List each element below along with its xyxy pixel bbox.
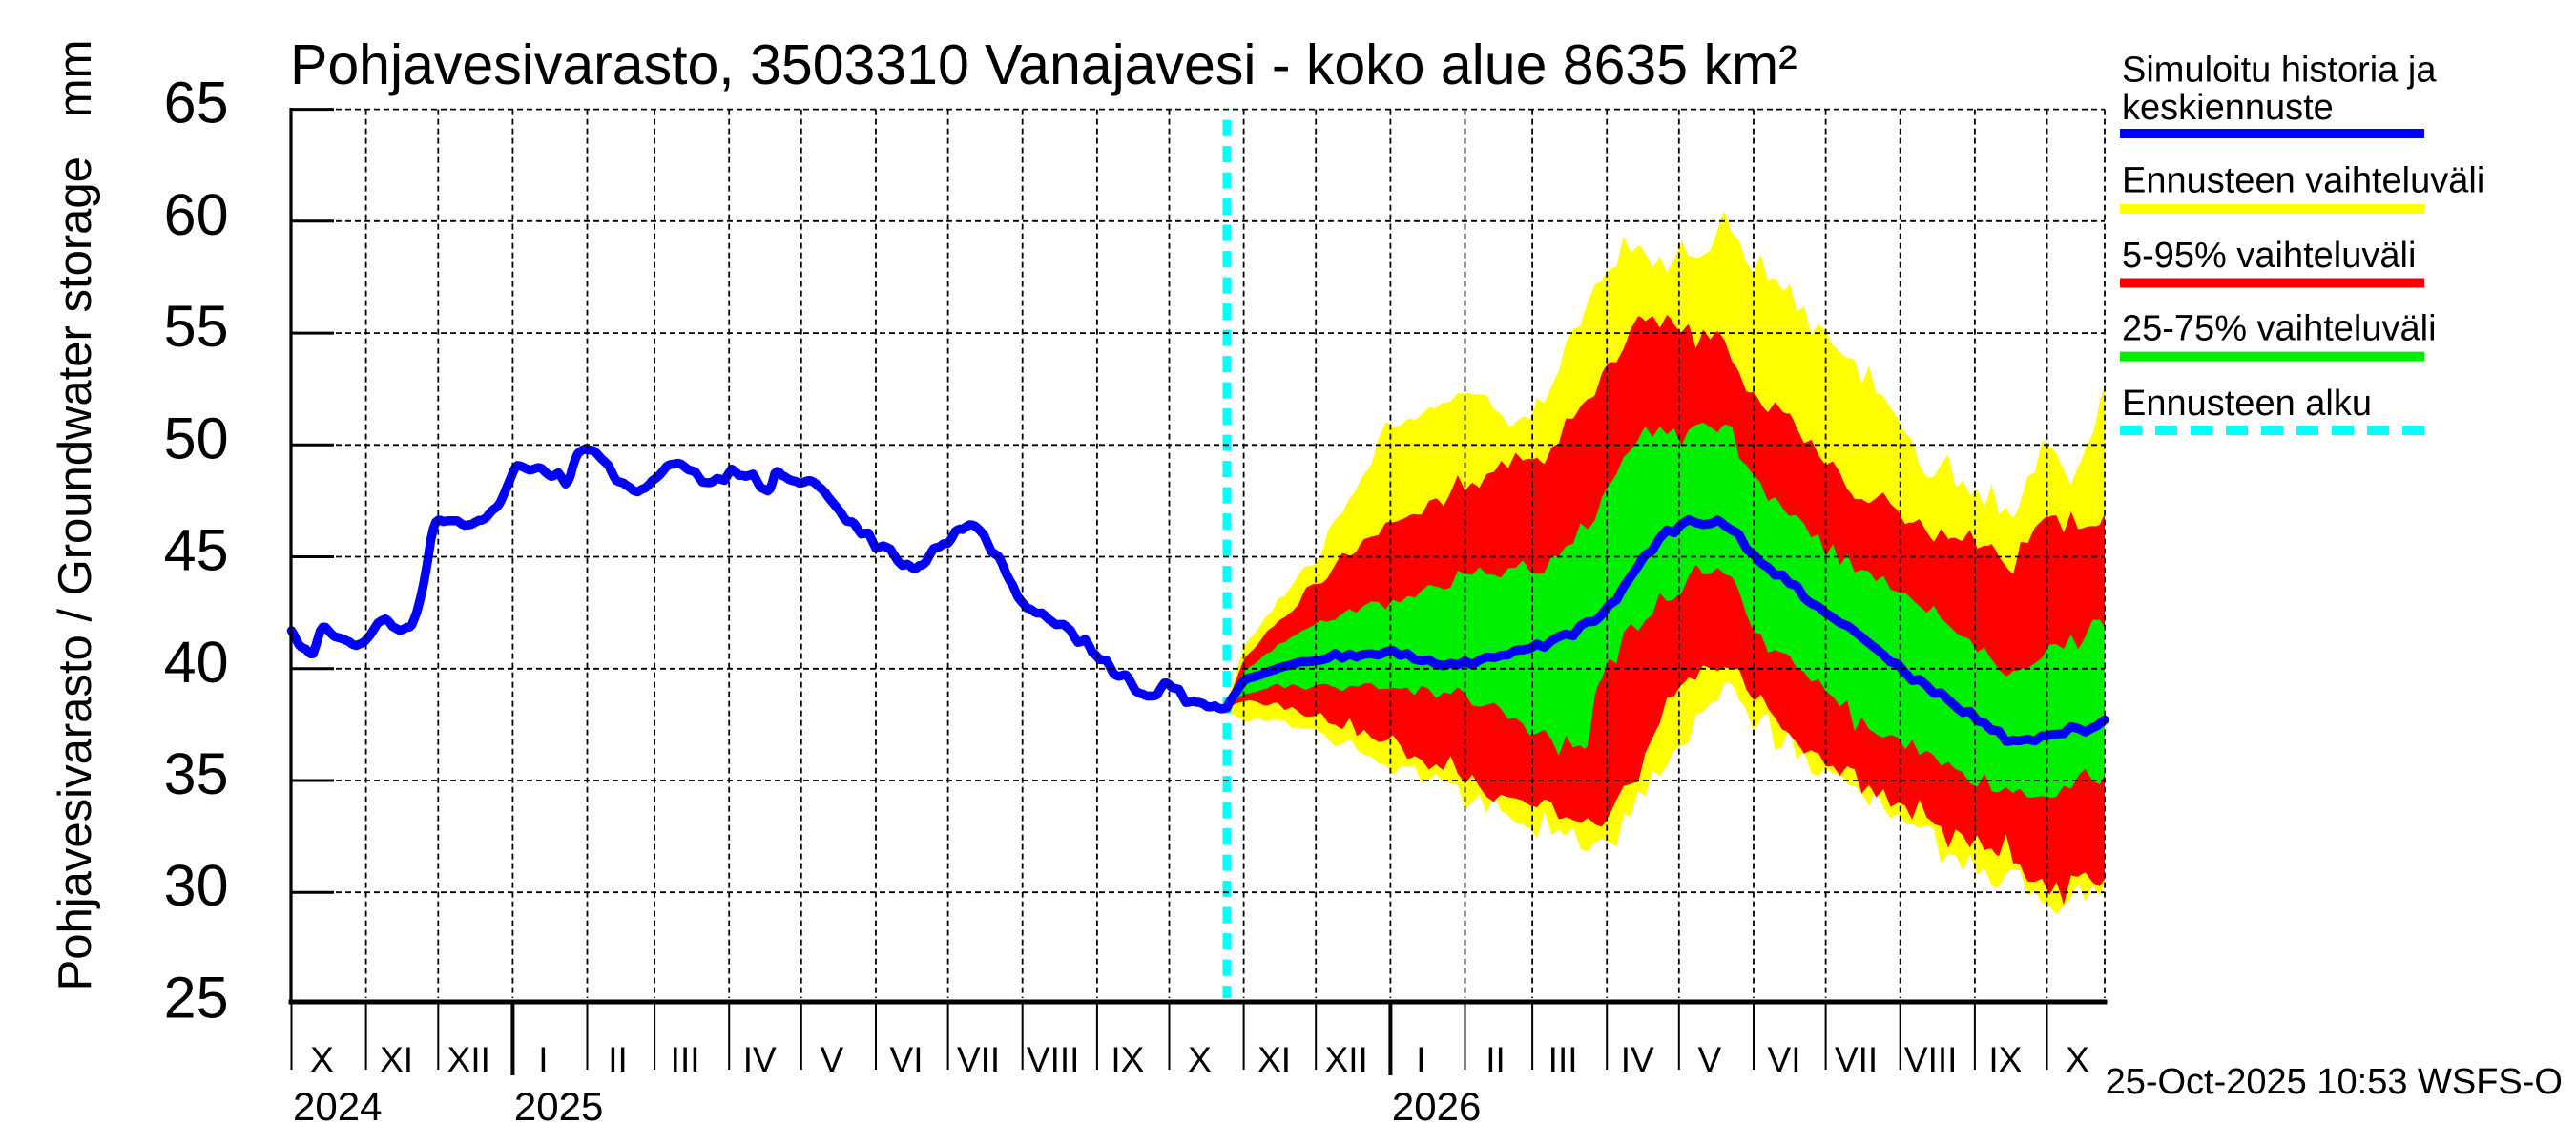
svg-text:Ennusteen vaihteluväli: Ennusteen vaihteluväli xyxy=(2122,160,2484,200)
svg-text:II: II xyxy=(608,1040,628,1079)
svg-text:IV: IV xyxy=(743,1040,777,1079)
svg-text:40: 40 xyxy=(164,630,229,695)
svg-text:25: 25 xyxy=(164,966,229,1030)
svg-text:XI: XI xyxy=(380,1040,413,1079)
svg-text:Ennusteen alku: Ennusteen alku xyxy=(2122,384,2372,424)
svg-text:VI: VI xyxy=(890,1040,924,1079)
svg-text:Pohjavesivarasto / Groundwater: Pohjavesivarasto / Groundwater storage m… xyxy=(50,40,101,991)
svg-text:III: III xyxy=(671,1040,700,1079)
svg-text:I: I xyxy=(538,1040,548,1079)
svg-text:III: III xyxy=(1548,1040,1578,1079)
svg-text:X: X xyxy=(310,1040,334,1079)
svg-text:30: 30 xyxy=(164,853,229,918)
svg-text:50: 50 xyxy=(164,406,229,470)
svg-text:5-95% vaihteluväli: 5-95% vaihteluväli xyxy=(2122,236,2416,276)
svg-text:45: 45 xyxy=(164,518,229,583)
svg-text:VII: VII xyxy=(957,1040,1000,1079)
svg-text:I: I xyxy=(1416,1040,1425,1079)
svg-text:XII: XII xyxy=(447,1040,490,1079)
svg-text:VII: VII xyxy=(1835,1040,1878,1079)
svg-text:V: V xyxy=(1697,1040,1721,1079)
svg-text:XI: XI xyxy=(1257,1040,1291,1079)
svg-text:2025: 2025 xyxy=(514,1084,603,1129)
svg-text:25-Oct-2025 10:53 WSFS-O: 25-Oct-2025 10:53 WSFS-O xyxy=(2106,1062,2563,1102)
svg-text:IX: IX xyxy=(1111,1040,1144,1079)
svg-text:55: 55 xyxy=(164,294,229,359)
svg-text:65: 65 xyxy=(164,71,229,135)
svg-text:25-75% vaihteluväli: 25-75% vaihteluväli xyxy=(2122,308,2437,348)
svg-text:keskiennuste: keskiennuste xyxy=(2122,88,2334,128)
svg-text:Simuloitu historia ja: Simuloitu historia ja xyxy=(2122,51,2437,91)
svg-text:Pohjavesivarasto, 3503310 Vana: Pohjavesivarasto, 3503310 Vanajavesi - k… xyxy=(290,33,1797,96)
svg-text:VI: VI xyxy=(1768,1040,1801,1079)
svg-text:2026: 2026 xyxy=(1392,1084,1481,1129)
svg-text:IX: IX xyxy=(1988,1040,2022,1079)
svg-text:X: X xyxy=(1188,1040,1212,1079)
svg-text:35: 35 xyxy=(164,741,229,806)
svg-text:IV: IV xyxy=(1621,1040,1654,1079)
svg-text:XII: XII xyxy=(1325,1040,1368,1079)
svg-text:60: 60 xyxy=(164,182,229,247)
svg-text:VIII: VIII xyxy=(1904,1040,1958,1079)
svg-text:VIII: VIII xyxy=(1027,1040,1080,1079)
svg-text:2024: 2024 xyxy=(293,1084,382,1129)
svg-text:II: II xyxy=(1485,1040,1506,1079)
svg-text:X: X xyxy=(2066,1040,2089,1079)
svg-text:V: V xyxy=(821,1040,844,1079)
